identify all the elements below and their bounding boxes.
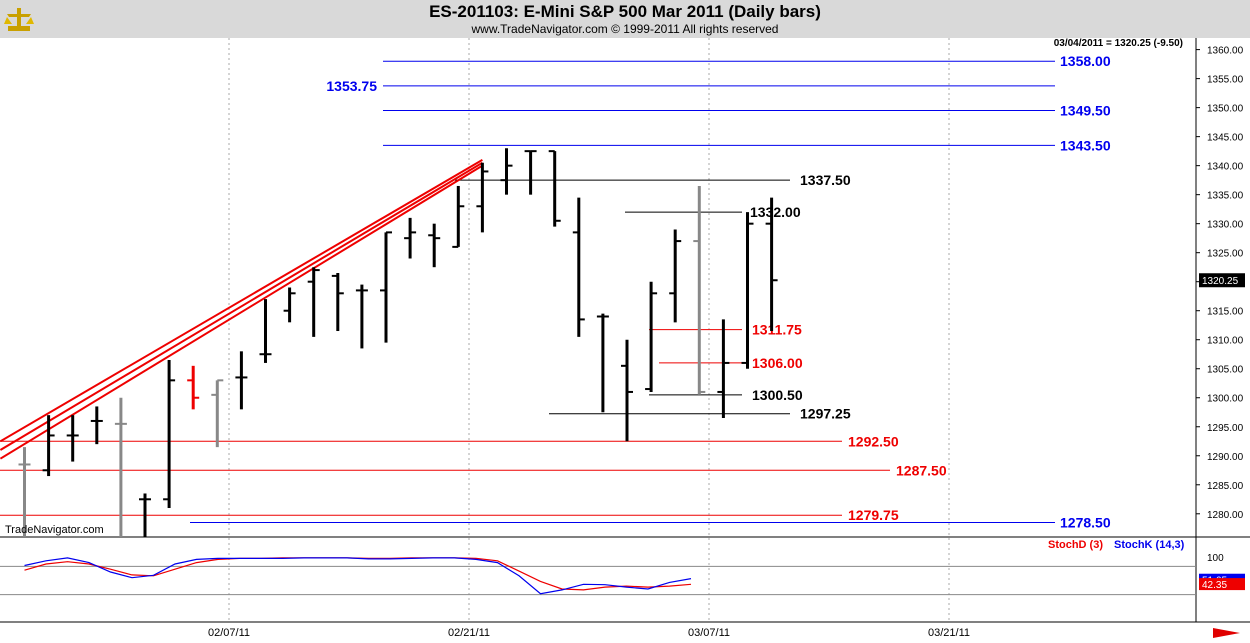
price-tick-label: 1290.00 <box>1207 452 1244 463</box>
level-label: 1306.00 <box>752 355 803 371</box>
price-readout: 03/04/2011 = 1320.25 (-9.50) <box>1054 38 1183 49</box>
ohlc-bar <box>114 397 127 537</box>
price-tick-label: 1360.00 <box>1207 46 1244 57</box>
price-tick-label: 1310.00 <box>1207 336 1244 347</box>
ohlc-bar <box>596 313 609 413</box>
ohlc-bar <box>42 415 55 477</box>
price-axis-background <box>1196 38 1250 643</box>
stoch-tick-label: 100 <box>1207 553 1224 564</box>
level-label: 1300.50 <box>752 387 803 403</box>
level-label: 1332.00 <box>750 204 801 220</box>
price-tick-label: 1280.00 <box>1207 510 1244 521</box>
ohlc-bar <box>380 231 392 343</box>
ohlc-bar <box>90 406 103 445</box>
level-label: 1337.50 <box>800 172 851 188</box>
ohlc-bar <box>355 284 368 349</box>
scroll-right-arrow-icon <box>1213 628 1240 638</box>
level-label: 1311.75 <box>752 322 802 338</box>
level-label: 1349.50 <box>1060 103 1111 119</box>
price-tick-label: 1345.00 <box>1207 133 1244 144</box>
level-label: 1343.50 <box>1060 137 1111 153</box>
price-tick-label: 1300.00 <box>1207 394 1244 405</box>
chart-subtitle: www.TradeNavigator.com © 1999-2011 All r… <box>471 22 779 36</box>
ohlc-bar <box>476 162 489 233</box>
ohlc-bar <box>187 365 200 410</box>
ohlc-bar <box>524 150 537 195</box>
last-price-box <box>1199 273 1245 288</box>
level-label: 1353.75 <box>326 78 377 94</box>
level-label: 1292.50 <box>848 433 899 449</box>
ohlc-bar <box>669 229 682 323</box>
level-label: 1278.50 <box>1060 514 1111 530</box>
stochd-value-label: 42.35 <box>1202 580 1227 591</box>
ohlc-bar <box>259 299 272 363</box>
price-tick-label: 1285.00 <box>1207 481 1244 492</box>
ohlc-bar <box>548 150 561 227</box>
legend-stochk: StochK (14,3) <box>1114 539 1185 551</box>
price-tick-label: 1330.00 <box>1207 220 1244 231</box>
scale-logo-icon <box>4 8 34 31</box>
level-label: 1297.25 <box>800 406 851 422</box>
legend-stochd: StochD (3) <box>1048 539 1103 551</box>
ohlc-bar <box>18 447 31 537</box>
price-tick-label: 1305.00 <box>1207 365 1244 376</box>
price-tick-label: 1350.00 <box>1207 104 1244 115</box>
price-tick-label: 1335.00 <box>1207 191 1244 202</box>
trendline <box>0 161 483 451</box>
date-tick-label: 03/21/11 <box>928 627 970 639</box>
ohlc-bar <box>307 267 320 337</box>
price-tick-label: 1355.00 <box>1207 75 1244 86</box>
level-label: 1287.50 <box>896 462 947 478</box>
ohlc-bar <box>741 212 754 369</box>
watermark: TradeNavigator.com <box>5 524 104 536</box>
stoch-line <box>24 557 692 591</box>
ohlc-bar <box>211 379 224 448</box>
ohlc-bar <box>645 281 658 392</box>
price-tick-label: 1325.00 <box>1207 249 1244 260</box>
ohlc-bar <box>139 493 151 537</box>
stoch-line <box>24 557 692 595</box>
ohlc-bar <box>428 223 441 268</box>
ohlc-bar <box>621 339 633 442</box>
ohlc-bar <box>572 197 585 337</box>
ohlc-bar <box>717 319 730 419</box>
date-tick-label: 03/07/11 <box>688 627 730 639</box>
ohlc-bar <box>66 415 79 462</box>
trendline <box>0 164 483 460</box>
ohlc-bar <box>693 185 706 395</box>
date-tick-label: 02/21/11 <box>448 627 490 639</box>
ohlc-bar <box>283 287 296 323</box>
price-tick-label: 1295.00 <box>1207 423 1244 434</box>
ohlc-bar <box>452 185 465 248</box>
chart-header <box>0 0 1250 38</box>
ohlc-bar <box>404 217 417 259</box>
price-tick-label: 1315.00 <box>1207 307 1244 318</box>
date-tick-label: 02/07/11 <box>208 627 250 639</box>
trendline <box>0 158 483 443</box>
ohlc-bar <box>331 272 344 332</box>
ohlc-bar <box>500 148 513 195</box>
level-label: 1358.00 <box>1060 53 1111 69</box>
ohlc-bar <box>235 351 248 410</box>
ohlc-bar <box>163 360 176 508</box>
level-label: 1279.75 <box>848 507 899 523</box>
chart-title: ES-201103: E-Mini S&P 500 Mar 2011 (Dail… <box>429 2 821 21</box>
ohlc-bar <box>765 197 778 332</box>
price-tick-label: 1340.00 <box>1207 162 1244 173</box>
stochd-value-box <box>1199 578 1245 591</box>
last-price-label: 1320.25 <box>1202 276 1239 287</box>
